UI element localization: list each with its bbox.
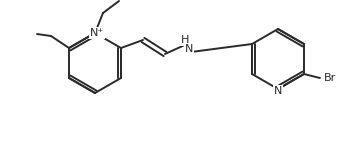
Text: N: N — [274, 86, 282, 96]
Text: N⁺: N⁺ — [90, 28, 104, 38]
Text: N: N — [185, 44, 193, 54]
Text: Br: Br — [324, 73, 336, 83]
Text: H: H — [181, 35, 189, 45]
